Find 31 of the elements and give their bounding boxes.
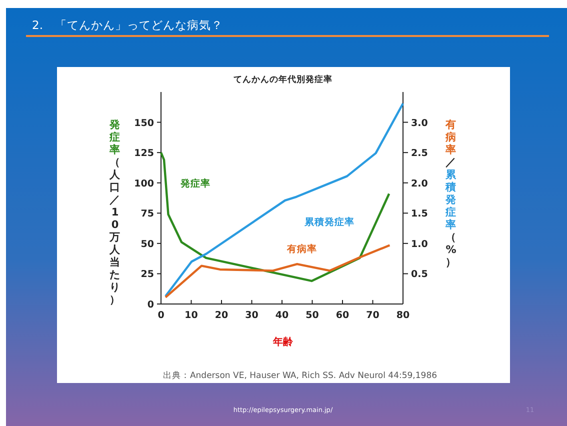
source-note: 出典：Anderson VE, Hauser WA, Rich SS. Adv Neurol 44:59,1986 bbox=[162, 370, 438, 381]
x-tick-label: 50 bbox=[306, 310, 320, 321]
x-tick-label: 40 bbox=[275, 310, 289, 321]
y-tick-label: 100 bbox=[134, 178, 154, 190]
x-tick-label: 80 bbox=[396, 310, 410, 321]
x-tick-label: 10 bbox=[184, 310, 198, 321]
chart-subtitle: てんかんの年代別発症率 bbox=[234, 74, 332, 85]
y-tick-label: 150 bbox=[134, 118, 154, 129]
y2-tick-label: 1.5 bbox=[411, 208, 428, 220]
y-tick-label: 125 bbox=[134, 148, 154, 160]
y2-tick-label: 1.0 bbox=[411, 238, 428, 250]
text: 発症率（人口／10万人当たり） bbox=[110, 119, 120, 306]
x-tick-label: 0 bbox=[158, 310, 165, 321]
y2-tick-label: 2.5 bbox=[411, 148, 428, 160]
chart-title: 2. 「てんかん」ってどんな病気？ bbox=[32, 18, 223, 32]
y-tick-label: 25 bbox=[140, 269, 154, 280]
y-tick-label: 0 bbox=[147, 300, 154, 310]
y2-tick-label: 0.5 bbox=[411, 269, 428, 280]
text: 有病率／累積発症率（%） bbox=[446, 119, 456, 268]
x-tick-label: 20 bbox=[214, 310, 228, 321]
x-axis-title: 年齢 bbox=[272, 336, 294, 348]
y2-tick-label: 2.0 bbox=[411, 178, 428, 190]
text: 累積発症率 bbox=[304, 216, 355, 228]
y2-tick-label: 3.0 bbox=[411, 118, 428, 129]
x-tick-label: 70 bbox=[366, 310, 380, 321]
y-tick-label: 50 bbox=[140, 238, 154, 250]
x-tick-label: 30 bbox=[245, 310, 259, 321]
y-tick-label: 75 bbox=[140, 208, 154, 220]
x-tick-label: 60 bbox=[336, 310, 350, 321]
series-label: 有病率 bbox=[286, 243, 318, 256]
series-label: 発症率 bbox=[179, 177, 210, 190]
